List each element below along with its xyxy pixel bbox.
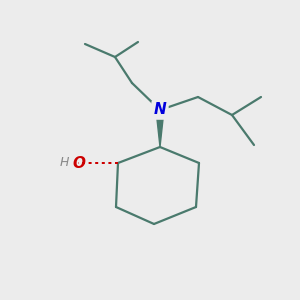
Text: N: N — [154, 103, 166, 118]
Text: O: O — [73, 155, 85, 170]
Text: H: H — [59, 157, 69, 169]
Polygon shape — [156, 110, 164, 147]
